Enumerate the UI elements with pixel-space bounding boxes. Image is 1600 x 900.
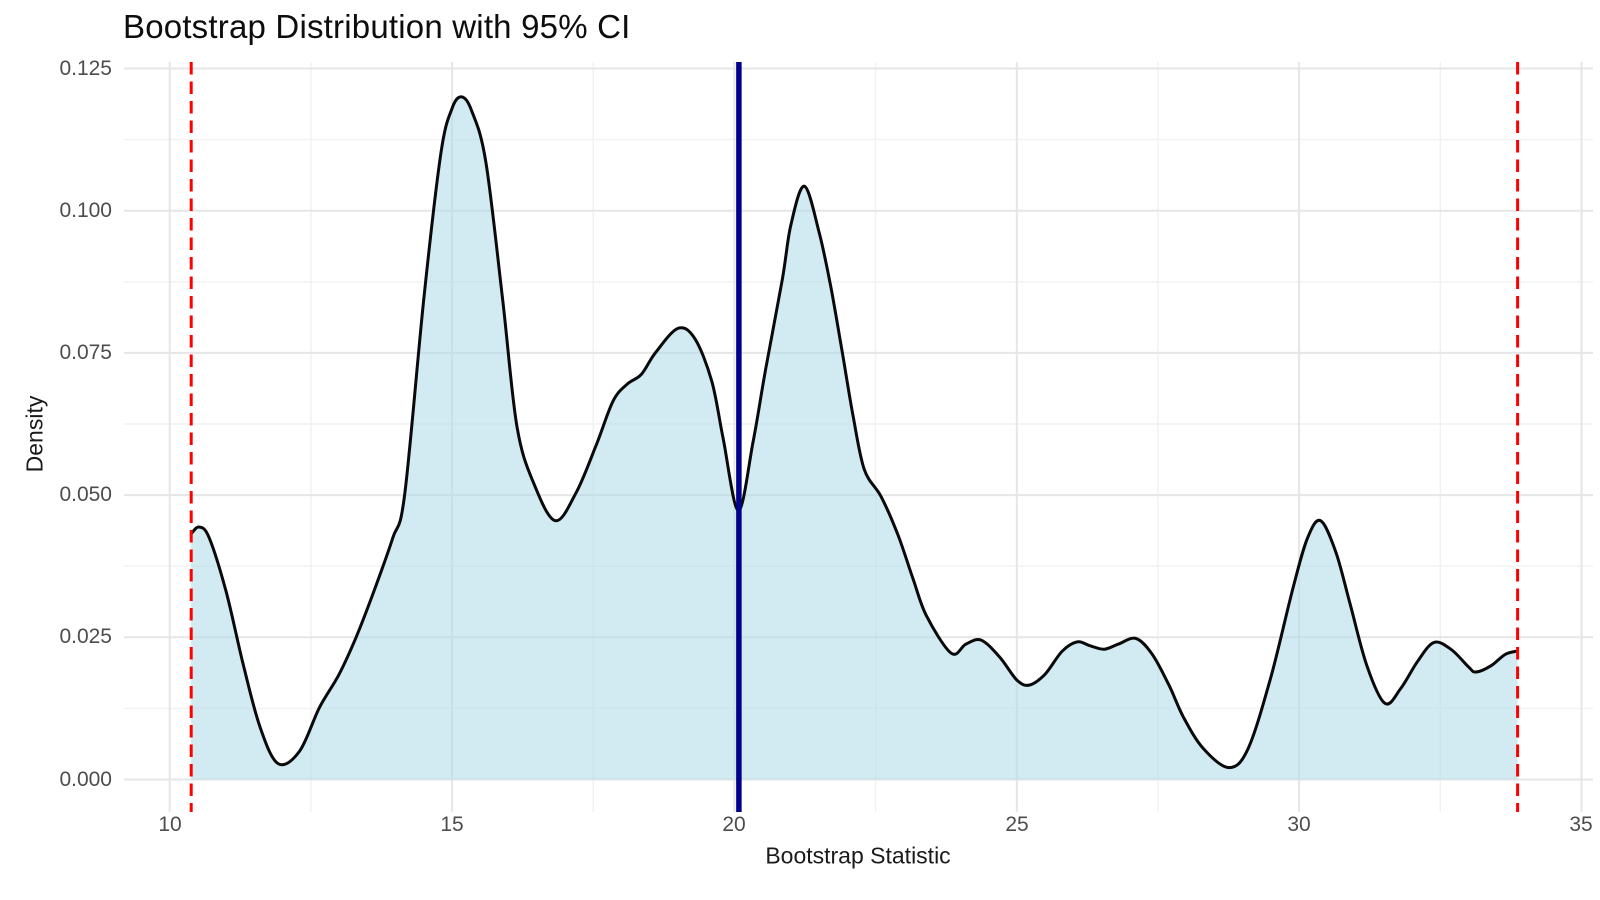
y-axis-title: Density — [21, 395, 48, 473]
x-tick-label: 10 — [158, 813, 182, 836]
y-tick-label: 0.075 — [59, 341, 112, 364]
x-tick-label: 15 — [440, 813, 464, 836]
y-tick-label: 0.100 — [59, 199, 112, 222]
y-tick-label: 0.025 — [59, 625, 112, 648]
x-tick-label: 20 — [722, 813, 746, 836]
density-curve — [189, 95, 1520, 770]
chart-title: Bootstrap Distribution with 95% CI — [123, 8, 631, 45]
x-axis-title: Bootstrap Statistic — [765, 842, 951, 869]
density-area-fill — [191, 96, 1518, 780]
x-tick-label: 25 — [1005, 813, 1029, 836]
y-tick-label: 0.125 — [59, 57, 112, 80]
y-tick-label: 0.050 — [59, 483, 112, 506]
x-tick-label: 35 — [1569, 813, 1593, 836]
x-tick-label: 30 — [1287, 813, 1311, 836]
y-tick-label: 0.000 — [59, 768, 112, 791]
